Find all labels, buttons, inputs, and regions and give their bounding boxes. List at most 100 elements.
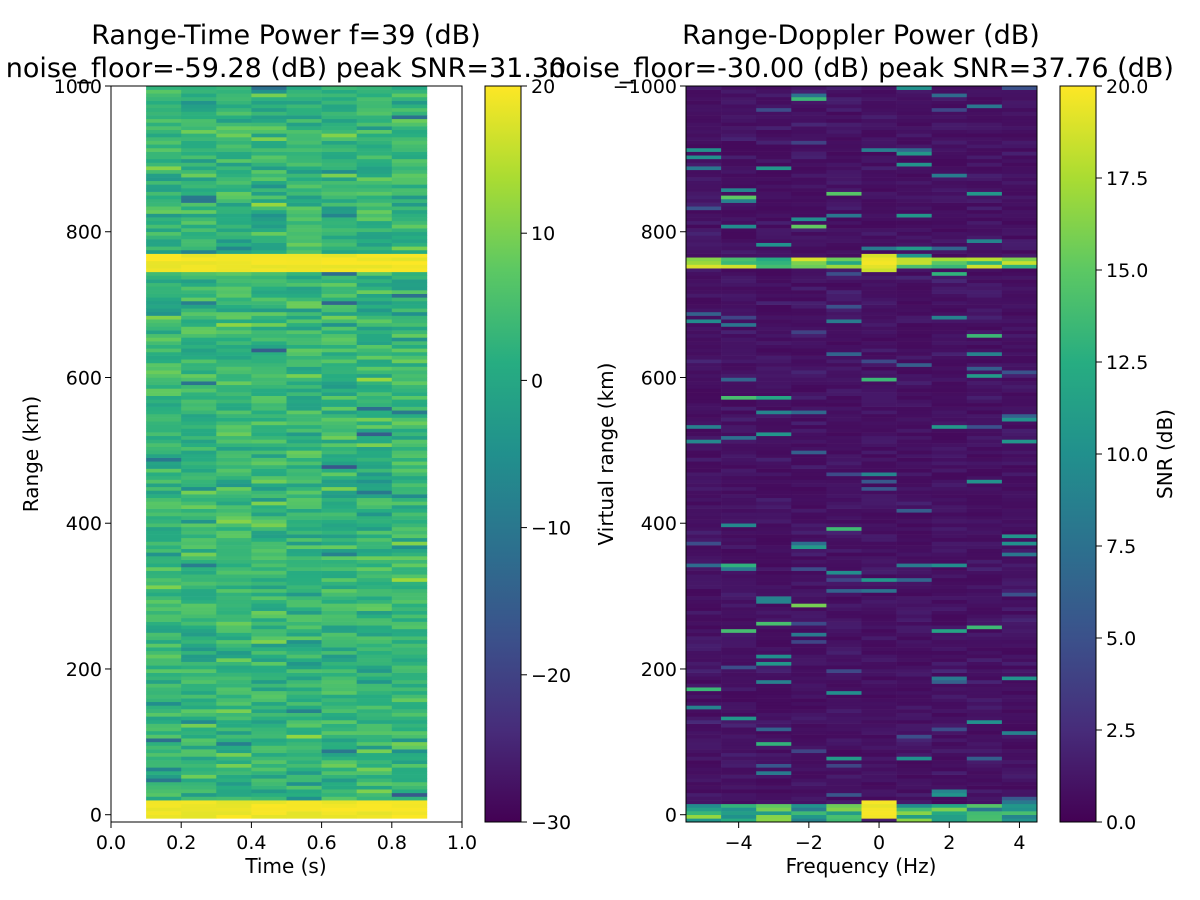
heatmap-cell xyxy=(356,705,393,710)
heatmap-cell xyxy=(896,738,932,743)
heatmap-cell xyxy=(251,322,287,327)
heatmap-cell xyxy=(1001,581,1038,586)
heatmap-cell xyxy=(146,155,182,160)
heatmap-cell xyxy=(286,311,322,316)
heatmap-cell xyxy=(216,239,252,243)
heatmap-cell xyxy=(181,279,217,284)
heatmap-cell xyxy=(1001,341,1038,345)
heatmap-cell xyxy=(756,760,792,764)
heatmap-cell xyxy=(1001,534,1038,539)
heatmap-cell xyxy=(146,191,182,196)
heatmap-cell xyxy=(826,676,862,681)
heatmap-cell xyxy=(251,377,287,382)
heatmap-cell xyxy=(1001,392,1038,396)
heatmap-cell xyxy=(391,395,428,400)
heatmap-cell xyxy=(966,774,1003,779)
heatmap-cell xyxy=(391,501,428,506)
heatmap-cell xyxy=(721,260,757,265)
heatmap-cell xyxy=(721,778,757,783)
heatmap-cell xyxy=(721,464,757,469)
heatmap-cell xyxy=(931,807,968,812)
heatmap-cell xyxy=(826,421,862,426)
heatmap-cell xyxy=(251,330,287,335)
heatmap-cell xyxy=(721,129,757,134)
heatmap-cell xyxy=(791,501,827,506)
heatmap-cell xyxy=(286,304,322,309)
heatmap-cell xyxy=(826,501,862,506)
heatmap-cell xyxy=(181,188,217,192)
heatmap-cell xyxy=(1001,617,1038,622)
heatmap-cell xyxy=(251,162,287,167)
heatmap-cell xyxy=(966,603,1003,608)
heatmap-cell xyxy=(686,173,722,178)
heatmap-cell xyxy=(686,574,722,579)
heatmap-cell xyxy=(321,763,357,768)
heatmap-cell xyxy=(391,701,428,706)
heatmap-cell xyxy=(861,417,897,422)
heatmap-cell xyxy=(931,632,968,637)
heatmap-cell xyxy=(391,180,428,185)
heatmap-cell xyxy=(931,712,968,717)
heatmap-cell xyxy=(756,814,792,819)
heatmap-cell xyxy=(791,712,827,717)
heatmap-cell xyxy=(931,541,968,546)
heatmap-cell xyxy=(756,563,792,568)
heatmap-cell xyxy=(321,552,357,557)
heatmap-cell xyxy=(251,144,287,149)
heatmap-cell xyxy=(896,100,932,105)
heatmap-cell xyxy=(721,319,757,324)
heatmap-cell xyxy=(861,173,897,178)
heatmap-cell xyxy=(686,406,722,411)
heatmap-cell xyxy=(216,639,252,644)
heatmap-cell xyxy=(286,694,322,699)
heatmap-cell xyxy=(321,410,357,415)
heatmap-cell xyxy=(896,603,932,608)
x-tick-label: 0.0 xyxy=(96,832,126,854)
heatmap-cell xyxy=(791,723,827,728)
heatmap-cell xyxy=(146,475,182,480)
heatmap-cell xyxy=(286,545,322,550)
heatmap-cell xyxy=(146,446,182,451)
heatmap-cell xyxy=(721,796,757,801)
heatmap-cell xyxy=(966,497,1003,502)
heatmap-cell xyxy=(756,184,792,189)
heatmap-cell xyxy=(321,308,357,313)
heatmap-cell xyxy=(721,239,757,243)
heatmap-cell xyxy=(756,362,792,367)
heatmap-cell xyxy=(861,650,897,655)
heatmap-cell xyxy=(686,592,722,597)
heatmap-cell xyxy=(791,738,827,743)
heatmap-cell xyxy=(686,745,722,750)
heatmap-cell xyxy=(391,552,428,557)
heatmap-cell xyxy=(216,811,252,816)
heatmap-cell xyxy=(896,399,932,404)
heatmap-cell xyxy=(931,752,968,757)
heatmap-cell xyxy=(391,614,428,619)
heatmap-cell xyxy=(721,118,757,123)
heatmap-cell xyxy=(146,621,182,626)
heatmap-cell xyxy=(896,512,932,517)
heatmap-cell xyxy=(1001,410,1038,415)
heatmap-cell xyxy=(931,443,968,448)
heatmap-cell xyxy=(756,96,792,101)
heatmap-cell xyxy=(861,93,897,98)
heatmap-cell xyxy=(1001,811,1038,816)
heatmap-cell xyxy=(391,195,428,200)
heatmap-cell xyxy=(286,209,322,214)
heatmap-cell xyxy=(861,687,897,692)
heatmap-cell xyxy=(251,435,287,440)
heatmap-cell xyxy=(1001,577,1038,582)
heatmap-cell xyxy=(1001,494,1038,499)
heatmap-cell xyxy=(146,534,182,539)
heatmap-cell xyxy=(721,694,757,699)
heatmap-cell xyxy=(896,588,932,593)
heatmap-cell xyxy=(356,202,393,207)
heatmap-cell xyxy=(861,293,897,298)
heatmap-cell xyxy=(861,370,897,375)
heatmap-cell xyxy=(756,701,792,706)
heatmap-cell xyxy=(721,625,757,630)
heatmap-cell xyxy=(1001,789,1038,794)
heatmap-cell xyxy=(146,435,182,440)
heatmap-cell xyxy=(721,326,757,331)
